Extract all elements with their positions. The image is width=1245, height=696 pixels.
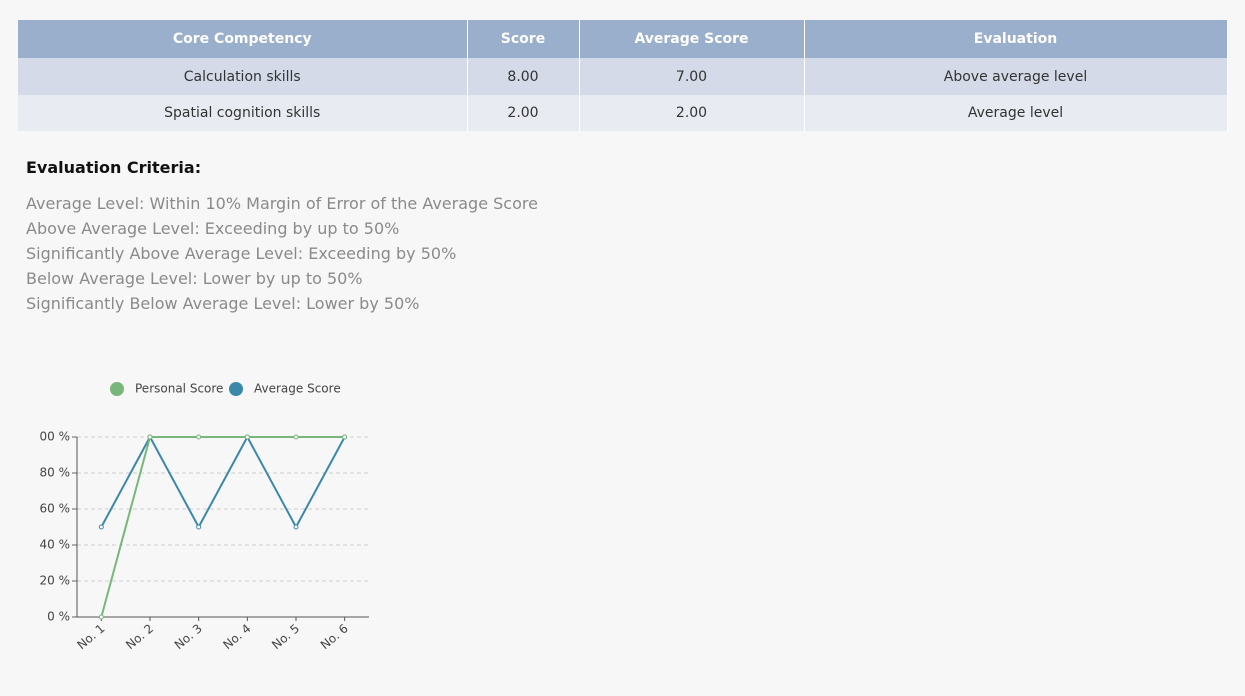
data-point (196, 434, 202, 440)
y-tick-label: 00 % (40, 430, 71, 444)
legend-label: Average Score (254, 382, 341, 396)
y-tick-label: 60 % (40, 502, 71, 516)
data-point (147, 434, 153, 440)
chart: Personal Score Average Score 0 % 20 % 40 % 60… (40, 382, 369, 652)
x-tick-label: No. 5 (269, 621, 302, 652)
cell: Calculation skills (18, 58, 468, 95)
y-tick-label: 40 % (40, 538, 71, 552)
data-point (98, 524, 104, 530)
data-point (98, 614, 104, 620)
legend-marker (229, 382, 243, 396)
criteria-title: Evaluation Criteria: (26, 158, 202, 177)
criteria-item: Below Average Level: Lower by up to 50% (26, 269, 363, 288)
cell: 2.00 (579, 95, 805, 131)
series-line (100, 436, 345, 618)
criteria-item: Significantly Above Average Level: Excee… (26, 244, 457, 263)
x-tick-label: No. 4 (220, 621, 253, 652)
legend-marker (110, 382, 124, 396)
data-point (244, 434, 250, 440)
y-tick-label: 20 % (40, 574, 71, 588)
x-tick-label: No. 3 (172, 621, 205, 652)
criteria-item: Average Level: Within 10% Margin of Erro… (26, 194, 538, 213)
x-tick-label: No. 6 (318, 621, 351, 652)
data-point (293, 434, 299, 440)
data-point (293, 524, 299, 530)
data-point (196, 524, 202, 530)
cell: Average level (804, 95, 1228, 131)
cell: Spatial cognition skills (18, 95, 468, 131)
header-cell: Score (467, 20, 580, 58)
row: Calculation skills 8.00 7.00 Above avera… (18, 58, 1228, 95)
criteria: Evaluation Criteria: Average Level: With… (26, 158, 538, 316)
row: Spatial cognition skills 2.00 2.00 Avera… (18, 95, 1228, 131)
competency-table: Core Competency Score Average Score Eval… (18, 20, 1228, 131)
x-tick-label: No. 1 (74, 621, 107, 652)
cell: 8.00 (467, 58, 580, 95)
cell: 7.00 (579, 58, 805, 95)
criteria-item: Significantly Below Average Level: Lower… (26, 294, 420, 313)
cell: Above average level (804, 58, 1228, 95)
criteria-item: Above Average Level: Exceeding by up to … (26, 219, 400, 238)
y-tick-label: 80 % (40, 466, 71, 480)
x-tick-label: No. 2 (123, 621, 156, 652)
series-line (100, 434, 346, 530)
y-tick-label: 0 % (47, 610, 70, 624)
header-cell: Average Score (579, 20, 805, 58)
legend-label: Personal Score (135, 382, 223, 396)
header-cell: Evaluation (804, 20, 1228, 58)
data-point (342, 434, 348, 440)
header-row: Core Competency Score Average Score Eval… (18, 20, 1228, 58)
cell: 2.00 (467, 95, 580, 131)
header-cell: Core Competency (18, 20, 468, 58)
